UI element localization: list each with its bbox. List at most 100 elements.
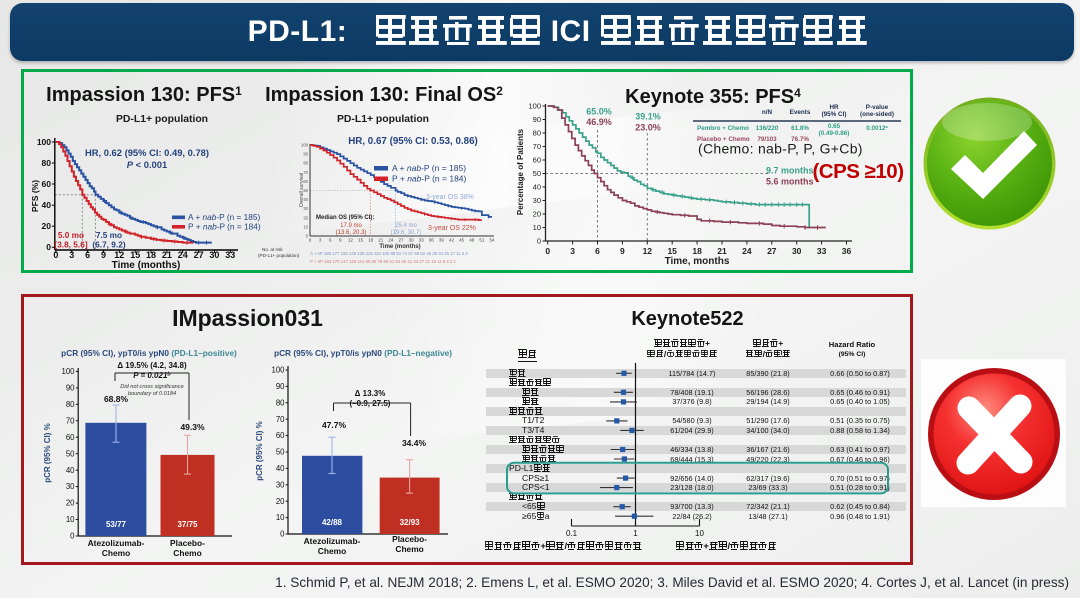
svg-text:36: 36: [429, 238, 435, 243]
svg-text:No. at risk: No. at risk: [262, 247, 283, 252]
svg-text:PFS (%): PFS (%): [30, 180, 40, 212]
svg-text:[3.8, 5.6]: [3.8, 5.6]: [54, 240, 87, 250]
svg-text:40: 40: [66, 466, 75, 475]
svg-text:Placebo-: Placebo-: [392, 534, 427, 544]
svg-text:33: 33: [225, 250, 235, 260]
svg-text:20: 20: [42, 221, 52, 231]
svg-text:Did not cross significance: Did not cross significance: [120, 384, 183, 390]
svg-text:HR, 0.62 (95% CI: 0.49, 0.78): HR, 0.62 (95% CI: 0.49, 0.78): [85, 147, 209, 158]
svg-text:Chemo: Chemo: [102, 548, 130, 558]
svg-text:0: 0: [53, 250, 58, 260]
svg-text:60: 60: [533, 156, 541, 165]
svg-text:15: 15: [358, 238, 364, 243]
svg-text:PD-L1+ population: PD-L1+ population: [337, 114, 429, 125]
svg-text:boundary of 0.0184: boundary of 0.0184: [128, 391, 176, 397]
svg-text:pCR (95% CI), ypT0/is ypN0 (PD: pCR (95% CI), ypT0/is ypN0 (PD-L1–negati…: [274, 348, 452, 358]
svg-text:(CPS ≥10): (CPS ≥10): [812, 160, 903, 183]
svg-text:Keynote 355: PFS4: Keynote 355: PFS4: [625, 86, 801, 108]
svg-text:51: 51: [479, 238, 485, 243]
svg-text:12: 12: [114, 250, 124, 260]
svg-text:30: 30: [409, 238, 415, 243]
svg-text:50: 50: [303, 188, 308, 193]
svg-text:18: 18: [146, 250, 156, 260]
svg-text:9: 9: [101, 250, 106, 260]
svg-text:(one-sided): (one-sided): [860, 111, 894, 118]
svg-text:3-year OS 38%: 3-year OS 38%: [426, 194, 474, 201]
svg-text:Chemo: Chemo: [395, 544, 423, 554]
svg-text:27: 27: [767, 246, 777, 256]
svg-text:30: 30: [533, 196, 541, 205]
svg-text:54: 54: [489, 238, 495, 243]
svg-text:PD-L1+ population: PD-L1+ population: [116, 114, 208, 125]
svg-text:65.0%: 65.0%: [586, 107, 612, 117]
svg-text:47.7%: 47.7%: [322, 420, 347, 430]
svg-text:27: 27: [398, 238, 404, 243]
svg-text:39: 39: [439, 238, 445, 243]
svg-text:68.8%: 68.8%: [104, 394, 129, 404]
svg-text:A + nab-P (n = 185): A + nab-P (n = 185): [188, 212, 261, 222]
svg-text:36: 36: [842, 246, 852, 256]
svg-text:48: 48: [469, 238, 475, 243]
svg-text:9: 9: [620, 246, 625, 256]
svg-text:1: 1: [633, 529, 638, 538]
svg-text:9: 9: [339, 238, 342, 243]
svg-text:40: 40: [42, 200, 52, 210]
svg-text:Overall survival: Overall survival: [299, 173, 305, 207]
svg-text:20: 20: [303, 215, 308, 220]
svg-text:12: 12: [643, 246, 653, 256]
svg-text:HR: HR: [829, 104, 839, 111]
svg-text:24: 24: [178, 250, 188, 260]
svg-text:80: 80: [303, 161, 308, 166]
svg-text:0: 0: [280, 530, 285, 539]
svg-text:Events: Events: [790, 109, 811, 116]
svg-text:7.5 mo: 7.5 mo: [96, 230, 122, 240]
svg-text:0: 0: [309, 238, 312, 243]
svg-text:20: 20: [533, 210, 541, 219]
svg-text:21: 21: [162, 250, 172, 260]
svg-text:P-value: P-value: [866, 104, 889, 111]
svg-text:100: 100: [61, 367, 75, 376]
svg-text:40: 40: [303, 197, 308, 202]
svg-text:100: 100: [37, 137, 51, 147]
svg-text:80: 80: [42, 158, 52, 168]
svg-text:10: 10: [276, 513, 285, 522]
svg-text:30: 30: [303, 206, 308, 211]
svg-text:53/77: 53/77: [106, 520, 127, 529]
svg-text:79/103: 79/103: [757, 136, 777, 143]
svg-text:(PD-L1+ population): (PD-L1+ population): [258, 253, 300, 258]
svg-text:21: 21: [378, 238, 384, 243]
svg-text:30: 30: [209, 250, 219, 260]
svg-text:45: 45: [459, 238, 465, 243]
svg-text:40: 40: [533, 183, 541, 192]
svg-text:70: 70: [533, 142, 541, 151]
svg-text:42: 42: [449, 238, 455, 243]
svg-text:17.9 mo: 17.9 mo: [340, 223, 362, 229]
svg-text:61.8%: 61.8%: [791, 125, 809, 132]
svg-text:3: 3: [319, 238, 322, 243]
svg-text:Impassion 130: PFS1: Impassion 130: PFS1: [46, 84, 242, 106]
svg-text:136/220: 136/220: [756, 125, 779, 132]
svg-text:6: 6: [85, 250, 90, 260]
svg-text:23.0%: 23.0%: [635, 123, 661, 133]
svg-text:100: 100: [301, 143, 309, 148]
svg-text:70: 70: [66, 416, 75, 425]
svg-text:(0.49-0.86): (0.49-0.86): [819, 130, 850, 137]
svg-text:(13.6, 20.3): (13.6, 20.3): [336, 230, 367, 236]
svg-text:34.4%: 34.4%: [402, 438, 427, 448]
svg-text:Pembro + Chemo: Pembro + Chemo: [697, 125, 749, 132]
svg-text:40: 40: [276, 464, 285, 473]
svg-text:15: 15: [667, 246, 677, 256]
svg-text:70: 70: [276, 415, 285, 424]
svg-text:Percentage of Patients: Percentage of Patients: [516, 128, 525, 215]
svg-text:18: 18: [368, 238, 374, 243]
svg-text:100: 100: [528, 102, 541, 111]
svg-text:10: 10: [303, 224, 308, 229]
svg-text:32/93: 32/93: [400, 518, 421, 527]
svg-text:P + nab-P (n = 184): P + nab-P (n = 184): [392, 174, 467, 184]
svg-text:60: 60: [42, 179, 52, 189]
svg-text:Placebo-: Placebo-: [170, 538, 205, 548]
svg-text:80: 80: [66, 400, 75, 409]
svg-text:Median OS (95% CI):: Median OS (95% CI):: [316, 215, 374, 221]
svg-text:Atezolizumab-: Atezolizumab-: [88, 538, 145, 548]
svg-text:76.7%: 76.7%: [791, 136, 809, 143]
